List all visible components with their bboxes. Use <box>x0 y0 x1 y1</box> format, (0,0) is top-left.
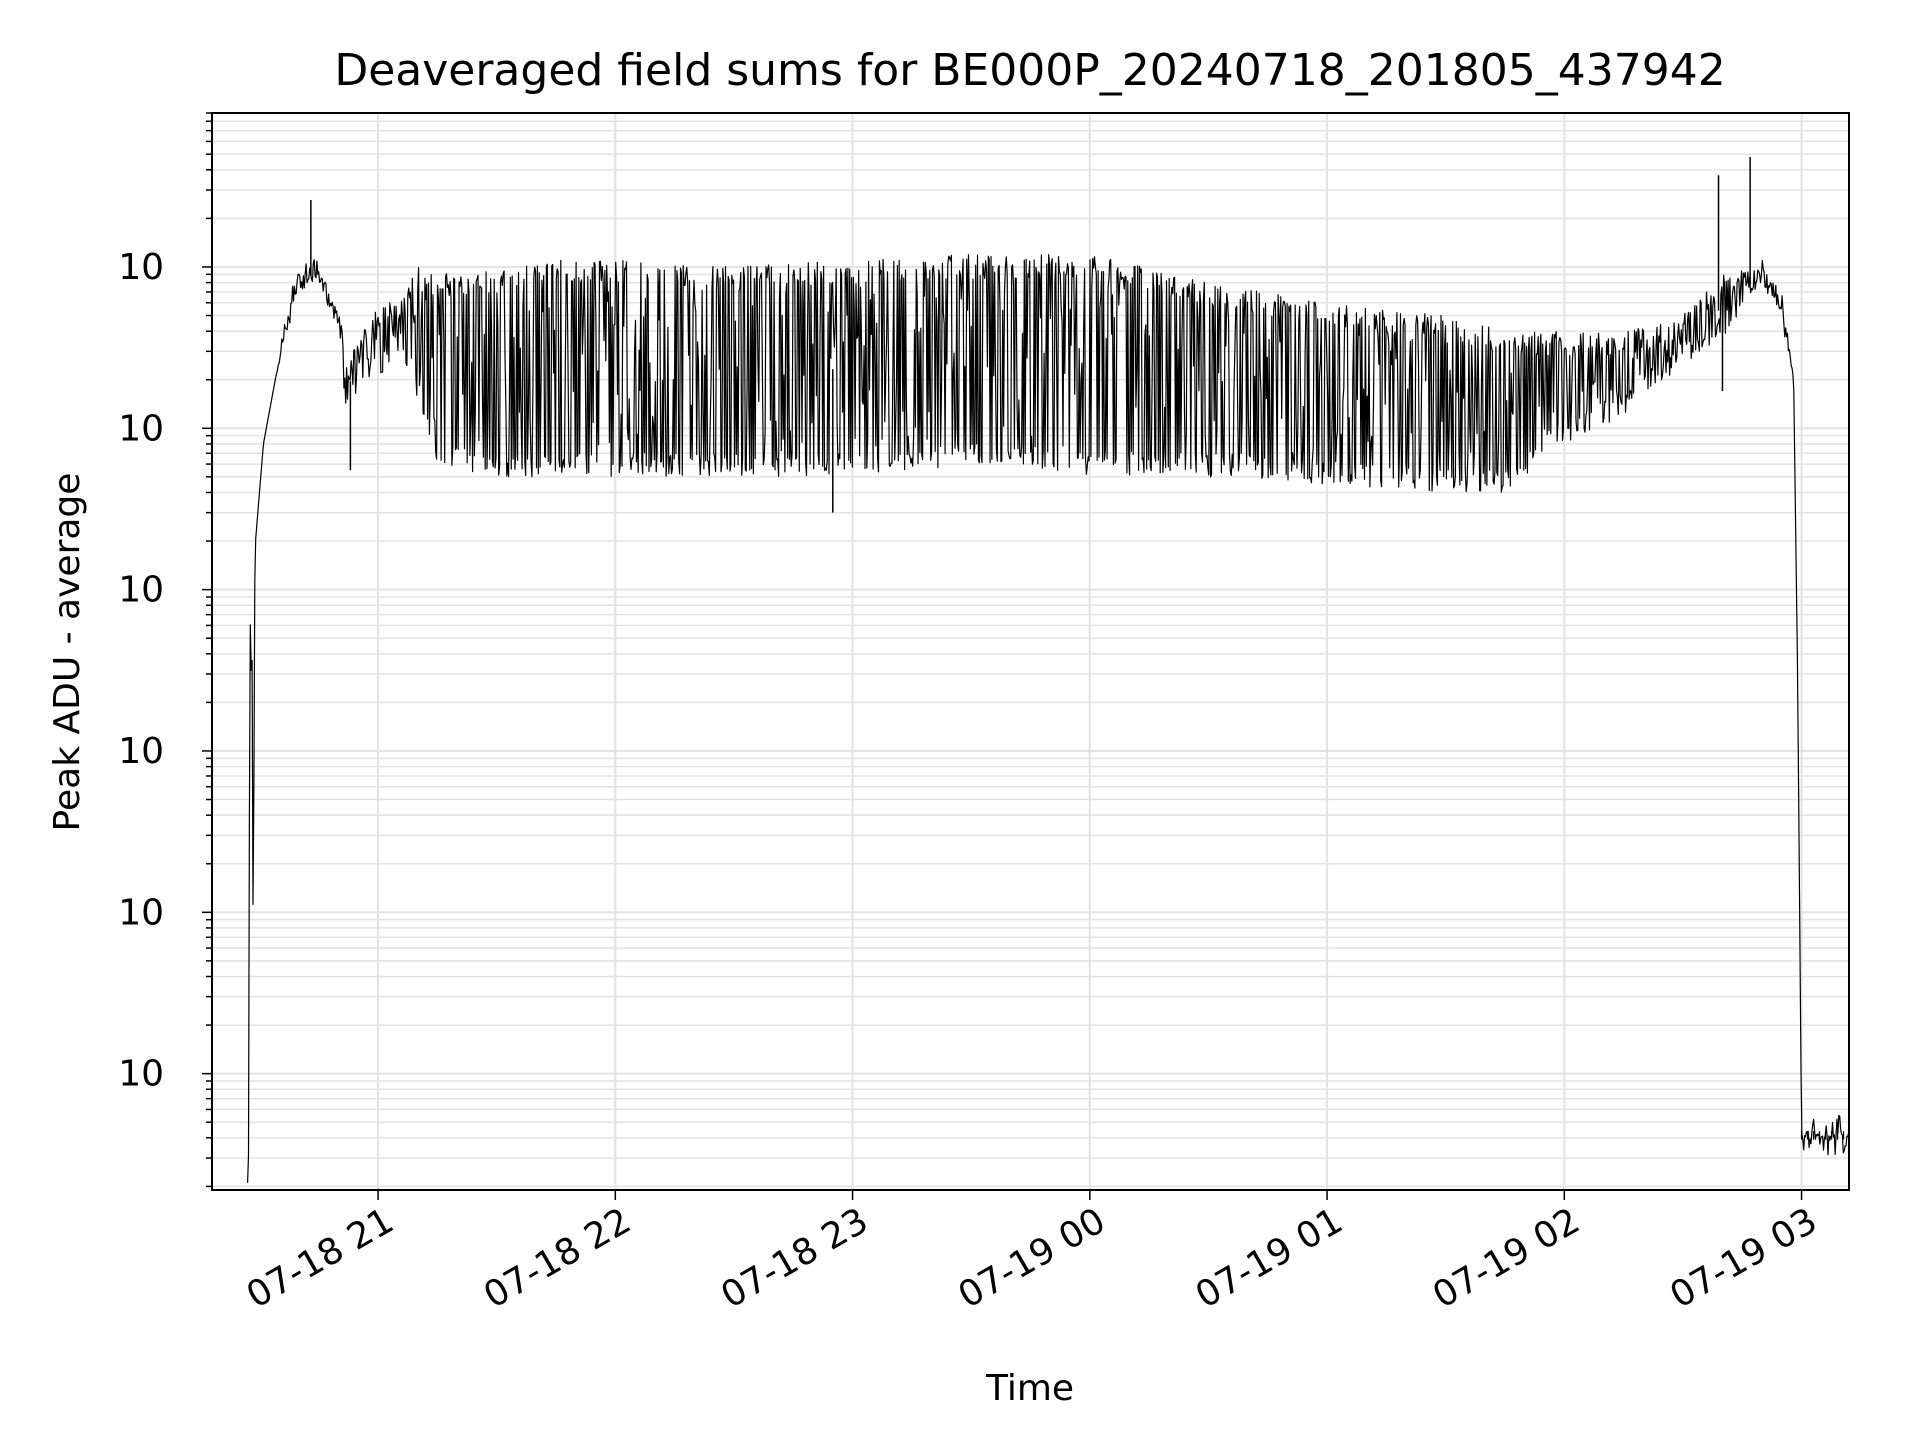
y-tick-label: 10 <box>118 570 164 611</box>
y-axis-label: Peak ADU - average <box>47 473 88 832</box>
x-tick-label: 07-18 22 <box>477 1200 638 1316</box>
chart-title: Deaveraged field sums for BE000P_2024071… <box>334 45 1725 96</box>
grid <box>212 112 1849 1190</box>
y-tick-label: 10 <box>118 247 164 288</box>
x-tick-label: 07-18 21 <box>240 1200 401 1316</box>
y-tick-label: 10 <box>118 892 164 933</box>
axis-ticks: 07-18 21 07-18 22 07-18 23 07-19 00 07-19 01… <box>118 112 1824 1317</box>
plot-frame <box>211 112 1850 1191</box>
x-tick-label: 07-19 01 <box>1189 1200 1350 1316</box>
x-tick-label: 07-19 00 <box>952 1200 1113 1316</box>
series-line <box>247 157 1850 1183</box>
y-tick-label: 10 <box>118 731 164 772</box>
x-tick-label: 07-19 03 <box>1663 1200 1824 1316</box>
x-tick-label: 07-19 02 <box>1426 1200 1587 1316</box>
series-path <box>247 254 1850 1183</box>
y-tick-label: 10 <box>118 408 164 449</box>
x-tick-label: 07-18 23 <box>714 1200 875 1316</box>
x-axis-label: Time <box>985 1368 1074 1409</box>
y-tick-label: 10 <box>118 1054 164 1095</box>
